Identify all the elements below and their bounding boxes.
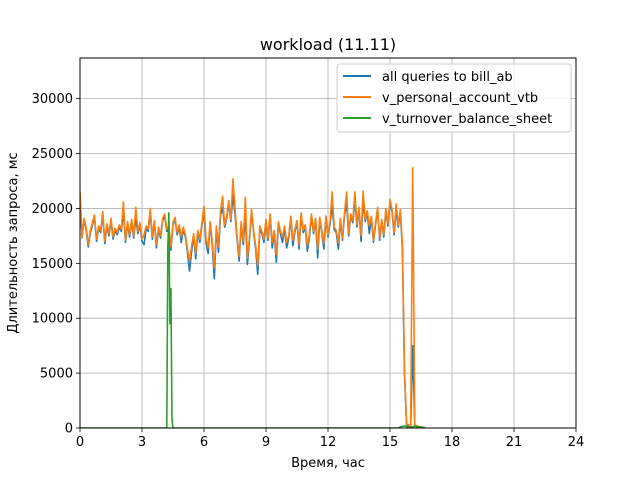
legend-label-personal-account: v_personal_account_vtb bbox=[382, 91, 538, 106]
series-line-v-turnover-balance-sheet bbox=[80, 212, 426, 428]
legend: all queries to bill_ab v_personal_accoun… bbox=[336, 63, 572, 133]
x-axis-label: Время, час bbox=[291, 456, 365, 471]
y-tick-label: 20000 bbox=[32, 202, 73, 217]
x-tick-label: 0 bbox=[76, 435, 84, 450]
legend-label-all-queries: all queries to bill_ab bbox=[382, 70, 513, 85]
x-tick-label: 18 bbox=[444, 435, 461, 450]
y-axis-label: Длительность запроса, мс bbox=[6, 152, 21, 333]
x-tick-label: 15 bbox=[382, 435, 399, 450]
x-tick-label: 24 bbox=[568, 435, 585, 450]
legend-frame bbox=[336, 63, 572, 133]
y-tick-label: 10000 bbox=[32, 312, 73, 327]
series-layer bbox=[80, 166, 426, 428]
y-tick-label: 5000 bbox=[40, 367, 73, 382]
chart-title: workload (11.11) bbox=[260, 35, 396, 54]
legend-label-turnover-balance: v_turnover_balance_sheet bbox=[382, 112, 552, 127]
x-tick-label: 21 bbox=[506, 435, 523, 450]
x-tick-label: 9 bbox=[262, 435, 270, 450]
y-tick-label: 25000 bbox=[32, 147, 73, 162]
x-tick-label: 12 bbox=[320, 435, 337, 450]
y-tick-label: 15000 bbox=[32, 257, 73, 272]
y-tick-label: 30000 bbox=[32, 92, 73, 107]
x-tick-label: 6 bbox=[200, 435, 208, 450]
series-line-v-personal-account-vtb bbox=[80, 166, 424, 428]
y-tick-label: 0 bbox=[65, 422, 73, 437]
ticks: 0 3 6 9 12 15 18 21 24 0 5000 10000 15000 20000 25000 3… bbox=[32, 92, 585, 450]
x-tick-label: 3 bbox=[138, 435, 146, 450]
